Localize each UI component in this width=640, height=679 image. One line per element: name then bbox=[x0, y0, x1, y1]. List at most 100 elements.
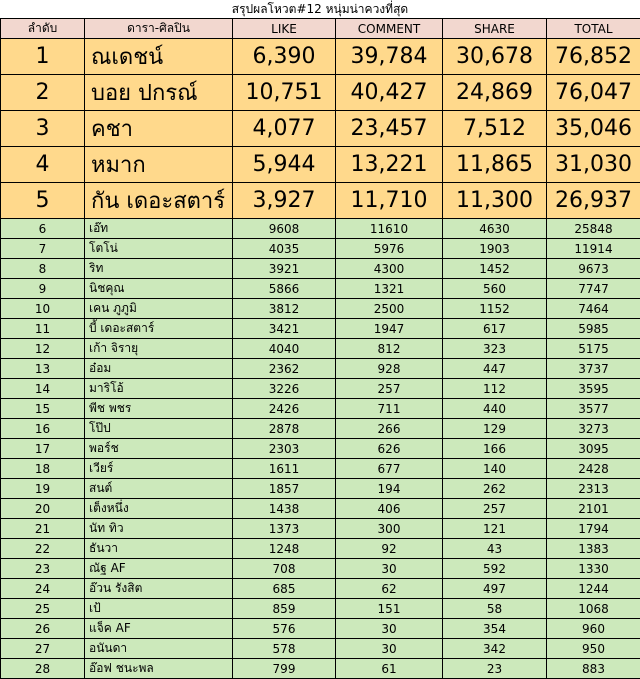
comment-cell[interactable]: 30 bbox=[336, 559, 443, 579]
rank-cell[interactable]: 3 bbox=[1, 111, 85, 147]
like-cell[interactable]: 685 bbox=[233, 579, 336, 599]
comment-cell[interactable]: 30 bbox=[336, 639, 443, 659]
comment-cell[interactable]: 11,710 bbox=[336, 183, 443, 219]
share-cell[interactable]: 323 bbox=[443, 339, 547, 359]
share-cell[interactable]: 617 bbox=[443, 319, 547, 339]
share-cell[interactable]: 58 bbox=[443, 599, 547, 619]
rank-cell[interactable]: 23 bbox=[1, 559, 85, 579]
rank-cell[interactable]: 11 bbox=[1, 319, 85, 339]
name-cell[interactable]: ธันวา bbox=[85, 539, 233, 559]
rank-cell[interactable]: 5 bbox=[1, 183, 85, 219]
like-cell[interactable]: 1373 bbox=[233, 519, 336, 539]
total-cell[interactable]: 5175 bbox=[547, 339, 640, 359]
comment-cell[interactable]: 11610 bbox=[336, 219, 443, 239]
name-cell[interactable]: ณเดชน์ bbox=[85, 39, 233, 75]
share-cell[interactable]: 24,869 bbox=[443, 75, 547, 111]
comment-cell[interactable]: 626 bbox=[336, 439, 443, 459]
rank-cell[interactable]: 4 bbox=[1, 147, 85, 183]
comment-cell[interactable]: 1947 bbox=[336, 319, 443, 339]
share-cell[interactable]: 1152 bbox=[443, 299, 547, 319]
total-cell[interactable]: 26,937 bbox=[547, 183, 640, 219]
comment-cell[interactable]: 62 bbox=[336, 579, 443, 599]
name-cell[interactable]: แจ็ค AF bbox=[85, 619, 233, 639]
total-cell[interactable]: 5985 bbox=[547, 319, 640, 339]
like-cell[interactable]: 708 bbox=[233, 559, 336, 579]
comment-cell[interactable]: 2500 bbox=[336, 299, 443, 319]
share-cell[interactable]: 121 bbox=[443, 519, 547, 539]
like-cell[interactable]: 1611 bbox=[233, 459, 336, 479]
rank-cell[interactable]: 22 bbox=[1, 539, 85, 559]
total-cell[interactable]: 960 bbox=[547, 619, 640, 639]
name-cell[interactable]: หมาก bbox=[85, 147, 233, 183]
comment-cell[interactable]: 406 bbox=[336, 499, 443, 519]
total-cell[interactable]: 76,852 bbox=[547, 39, 640, 75]
name-cell[interactable]: บี้ เดอะสตาร์ bbox=[85, 319, 233, 339]
share-cell[interactable]: 592 bbox=[443, 559, 547, 579]
comment-cell[interactable]: 677 bbox=[336, 459, 443, 479]
total-cell[interactable]: 1068 bbox=[547, 599, 640, 619]
rank-cell[interactable]: 19 bbox=[1, 479, 85, 499]
comment-cell[interactable]: 23,457 bbox=[336, 111, 443, 147]
rank-cell[interactable]: 24 bbox=[1, 579, 85, 599]
share-cell[interactable]: 43 bbox=[443, 539, 547, 559]
total-cell[interactable]: 31,030 bbox=[547, 147, 640, 183]
rank-cell[interactable]: 17 bbox=[1, 439, 85, 459]
header-name[interactable]: ดารา-ศิลปิน bbox=[85, 19, 233, 39]
share-cell[interactable]: 1452 bbox=[443, 259, 547, 279]
share-cell[interactable]: 342 bbox=[443, 639, 547, 659]
rank-cell[interactable]: 18 bbox=[1, 459, 85, 479]
total-cell[interactable]: 76,047 bbox=[547, 75, 640, 111]
comment-cell[interactable]: 266 bbox=[336, 419, 443, 439]
comment-cell[interactable]: 13,221 bbox=[336, 147, 443, 183]
rank-cell[interactable]: 10 bbox=[1, 299, 85, 319]
comment-cell[interactable]: 40,427 bbox=[336, 75, 443, 111]
share-cell[interactable]: 11,300 bbox=[443, 183, 547, 219]
name-cell[interactable]: ณัฐ AF bbox=[85, 559, 233, 579]
share-cell[interactable]: 112 bbox=[443, 379, 547, 399]
rank-cell[interactable]: 8 bbox=[1, 259, 85, 279]
rank-cell[interactable]: 26 bbox=[1, 619, 85, 639]
share-cell[interactable]: 23 bbox=[443, 659, 547, 679]
rank-cell[interactable]: 25 bbox=[1, 599, 85, 619]
comment-cell[interactable]: 151 bbox=[336, 599, 443, 619]
share-cell[interactable]: 140 bbox=[443, 459, 547, 479]
header-rank[interactable]: ลำดับ bbox=[1, 19, 85, 39]
like-cell[interactable]: 4,077 bbox=[233, 111, 336, 147]
header-share[interactable]: SHARE bbox=[443, 19, 547, 39]
like-cell[interactable]: 5,944 bbox=[233, 147, 336, 183]
name-cell[interactable]: มาริโอ้ bbox=[85, 379, 233, 399]
like-cell[interactable]: 1248 bbox=[233, 539, 336, 559]
name-cell[interactable]: เคน ภูภูมิ bbox=[85, 299, 233, 319]
like-cell[interactable]: 3,927 bbox=[233, 183, 336, 219]
share-cell[interactable]: 129 bbox=[443, 419, 547, 439]
name-cell[interactable]: อนันดา bbox=[85, 639, 233, 659]
like-cell[interactable]: 859 bbox=[233, 599, 336, 619]
rank-cell[interactable]: 28 bbox=[1, 659, 85, 679]
like-cell[interactable]: 2362 bbox=[233, 359, 336, 379]
total-cell[interactable]: 950 bbox=[547, 639, 640, 659]
name-cell[interactable]: เต็งหนึ่ง bbox=[85, 499, 233, 519]
rank-cell[interactable]: 27 bbox=[1, 639, 85, 659]
like-cell[interactable]: 799 bbox=[233, 659, 336, 679]
name-cell[interactable]: พอร์ช bbox=[85, 439, 233, 459]
like-cell[interactable]: 3921 bbox=[233, 259, 336, 279]
share-cell[interactable]: 257 bbox=[443, 499, 547, 519]
total-cell[interactable]: 9673 bbox=[547, 259, 640, 279]
like-cell[interactable]: 1438 bbox=[233, 499, 336, 519]
like-cell[interactable]: 578 bbox=[233, 639, 336, 659]
like-cell[interactable]: 4040 bbox=[233, 339, 336, 359]
share-cell[interactable]: 447 bbox=[443, 359, 547, 379]
like-cell[interactable]: 2878 bbox=[233, 419, 336, 439]
comment-cell[interactable]: 194 bbox=[336, 479, 443, 499]
like-cell[interactable]: 3226 bbox=[233, 379, 336, 399]
total-cell[interactable]: 35,046 bbox=[547, 111, 640, 147]
rank-cell[interactable]: 2 bbox=[1, 75, 85, 111]
name-cell[interactable]: สนต์ bbox=[85, 479, 233, 499]
rank-cell[interactable]: 13 bbox=[1, 359, 85, 379]
rank-cell[interactable]: 15 bbox=[1, 399, 85, 419]
share-cell[interactable]: 354 bbox=[443, 619, 547, 639]
total-cell[interactable]: 2428 bbox=[547, 459, 640, 479]
total-cell[interactable]: 883 bbox=[547, 659, 640, 679]
rank-cell[interactable]: 9 bbox=[1, 279, 85, 299]
comment-cell[interactable]: 5976 bbox=[336, 239, 443, 259]
